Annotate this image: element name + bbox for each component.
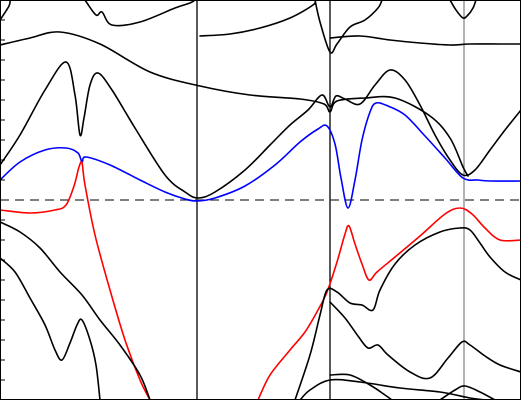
band-line-1	[0, 0, 11, 21]
band-line-18	[439, 385, 496, 400]
band-line-13	[0, 257, 101, 400]
band-line-12	[0, 221, 151, 400]
band-line-17	[329, 373, 393, 400]
band-line-16	[299, 378, 486, 400]
band-line-11	[257, 207, 521, 400]
band-line-7	[449, 0, 477, 19]
band-line-8	[0, 61, 521, 199]
band-line-6	[329, 35, 521, 46]
band-line-2	[84, 0, 196, 27]
band-line-14	[294, 227, 521, 400]
band-line-10	[0, 161, 151, 400]
band-line-15	[329, 301, 521, 380]
band-line-9	[0, 101, 521, 209]
band-line-4	[199, 0, 317, 37]
band-line-3	[0, 31, 469, 177]
band-line-5	[314, 0, 383, 54]
